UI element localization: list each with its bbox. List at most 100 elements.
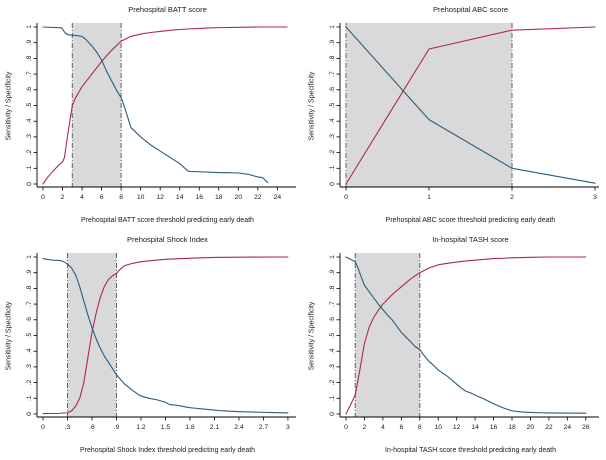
svg-text:1: 1: [427, 194, 431, 201]
svg-text:.7: .7: [329, 71, 336, 77]
svg-text:14: 14: [176, 194, 184, 201]
svg-text:.5: .5: [26, 102, 33, 108]
svg-text:.1: .1: [26, 395, 33, 401]
svg-text:.7: .7: [26, 301, 33, 307]
x-axis-label: Prehospital BATT score threshold predict…: [81, 217, 254, 224]
plot-area: 0.3.6.9 1.2 1.5 1.8 2.1 2.4 2.7 30.1.2.3.4.5.6.…: [26, 253, 296, 431]
panel-prehospital-shock-index: Prehospital Shock Index Sensitivity / Sp…: [0, 230, 303, 460]
y-axis-label: Sensitivity / Specificity: [5, 71, 13, 140]
svg-text:.1: .1: [329, 165, 336, 171]
svg-text:24: 24: [274, 194, 282, 201]
svg-text:.2: .2: [26, 150, 33, 156]
svg-text:.4: .4: [26, 348, 33, 354]
svg-text:0: 0: [329, 412, 336, 416]
svg-text:.1: .1: [329, 395, 336, 401]
plot-area: 0 2 4 6 8 10 12 14 16 18 20 22 24 260.1.2.3.4.5.6.7.8…: [329, 253, 599, 431]
svg-text:2: 2: [510, 194, 514, 201]
svg-text:1: 1: [26, 255, 33, 259]
panel-prehospital-abc: Prehospital ABC score Sensitivity / Spec…: [303, 0, 606, 230]
svg-text:0: 0: [41, 194, 45, 201]
svg-text:3: 3: [593, 194, 597, 201]
svg-text:24: 24: [564, 424, 572, 431]
svg-text:.5: .5: [329, 332, 336, 338]
svg-text:.3: .3: [65, 424, 71, 431]
svg-text:1: 1: [329, 255, 336, 259]
plot-area: 0 1 2 3 0 .1 .2 .3 .4 .5 .6 .7 .8 .9 1: [329, 23, 599, 201]
svg-text:.9: .9: [26, 40, 33, 46]
svg-text:6: 6: [399, 424, 403, 431]
svg-text:.8: .8: [26, 55, 33, 61]
svg-text:.9: .9: [329, 40, 336, 46]
svg-text:22: 22: [545, 424, 553, 431]
svg-text:.5: .5: [329, 102, 336, 108]
svg-text:18: 18: [508, 424, 516, 431]
svg-text:.2: .2: [329, 150, 336, 156]
svg-text:20: 20: [527, 424, 535, 431]
svg-text:.1: .1: [26, 165, 33, 171]
svg-text:.6: .6: [26, 87, 33, 93]
svg-text:1: 1: [26, 25, 33, 29]
svg-text:0: 0: [26, 182, 33, 186]
x-axis-label: Prehospital ABC score threshold predicti…: [385, 217, 556, 224]
svg-text:2.1: 2.1: [210, 424, 220, 431]
svg-text:.6: .6: [89, 424, 95, 431]
svg-text:.9: .9: [114, 424, 120, 431]
chart-title: In-hospital TASH score: [432, 235, 509, 244]
y-axis-label: Sensitivity / Specificity: [5, 301, 13, 370]
svg-text:20: 20: [235, 194, 243, 201]
svg-text:.6: .6: [329, 87, 336, 93]
svg-text:.6: .6: [329, 317, 336, 323]
svg-text:0: 0: [344, 424, 348, 431]
svg-text:.7: .7: [329, 301, 336, 307]
svg-text:2: 2: [363, 424, 367, 431]
svg-text:18: 18: [215, 194, 223, 201]
svg-text:1.5: 1.5: [161, 424, 171, 431]
svg-text:4: 4: [80, 194, 84, 201]
chart-title: Prehospital Shock Index: [127, 235, 208, 244]
y-axis-label: Sensitivity / Specificity: [308, 301, 316, 370]
svg-text:14: 14: [471, 424, 479, 431]
svg-text:0: 0: [329, 182, 336, 186]
svg-text:6: 6: [100, 194, 104, 201]
x-axis-label: Prehospital Shock Index threshold predic…: [79, 447, 256, 454]
svg-text:16: 16: [490, 424, 498, 431]
svg-text:.6: .6: [26, 317, 33, 323]
svg-text:.9: .9: [26, 270, 33, 276]
panel-prehospital-batt: Prehospital BATT score Sensitivity / Spe…: [0, 0, 303, 230]
svg-text:.5: .5: [26, 332, 33, 338]
plot-area: 0 2 4 6 8 10 12 14 16 18 20 22 240.1.2.3.4.5.6.7.8.9…: [26, 23, 296, 201]
svg-text:.3: .3: [26, 364, 33, 370]
svg-text:.9: .9: [329, 270, 336, 276]
y-axis-label: Sensitivity / Specificity: [308, 71, 316, 140]
svg-text:12: 12: [453, 424, 461, 431]
svg-text:22: 22: [254, 194, 262, 201]
svg-text:.8: .8: [26, 285, 33, 291]
x-axis-label: In-hospital TASH score threshold predict…: [385, 447, 556, 454]
panel-inhospital-tash: In-hospital TASH score Sensitivity / Spe…: [303, 230, 606, 460]
svg-text:.2: .2: [26, 380, 33, 386]
svg-text:8: 8: [119, 194, 123, 201]
svg-text:.2: .2: [329, 380, 336, 386]
svg-text:.8: .8: [329, 55, 336, 61]
svg-text:3: 3: [286, 424, 290, 431]
svg-text:1: 1: [329, 25, 336, 29]
svg-text:1.8: 1.8: [185, 424, 195, 431]
svg-text:.3: .3: [329, 364, 336, 370]
svg-text:.4: .4: [26, 118, 33, 124]
svg-text:2: 2: [61, 194, 65, 201]
svg-text:.7: .7: [26, 71, 33, 77]
svg-text:.3: .3: [329, 134, 336, 140]
svg-text:8: 8: [418, 424, 422, 431]
svg-text:4: 4: [381, 424, 385, 431]
svg-text:0: 0: [41, 424, 45, 431]
svg-text:12: 12: [156, 194, 164, 201]
svg-text:.3: .3: [26, 134, 33, 140]
svg-text:1.2: 1.2: [136, 424, 146, 431]
svg-text:.4: .4: [329, 118, 336, 124]
chart-title: Prehospital BATT score: [128, 5, 207, 14]
svg-text:0: 0: [344, 194, 348, 201]
svg-text:2.4: 2.4: [234, 424, 244, 431]
svg-text:10: 10: [137, 194, 145, 201]
svg-text:10: 10: [434, 424, 442, 431]
